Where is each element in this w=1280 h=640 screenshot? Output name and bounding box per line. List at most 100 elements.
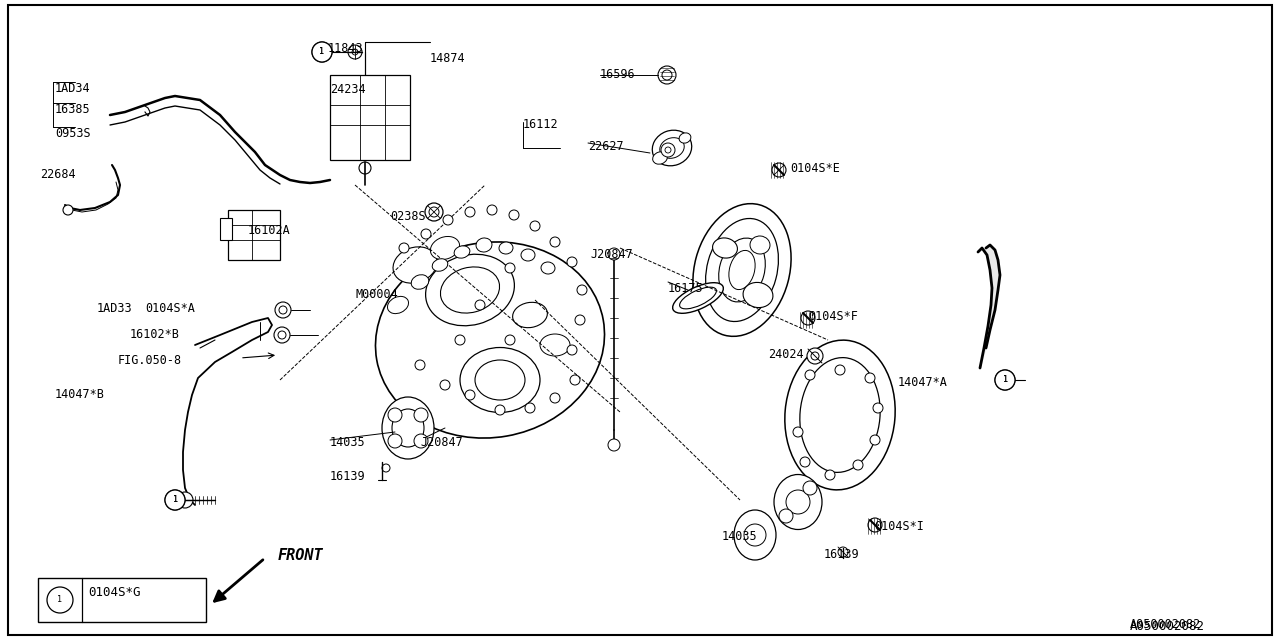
Circle shape xyxy=(995,370,1015,390)
Text: J20847: J20847 xyxy=(590,248,632,261)
Ellipse shape xyxy=(411,275,429,289)
Ellipse shape xyxy=(692,204,791,337)
Circle shape xyxy=(658,66,676,84)
Ellipse shape xyxy=(392,409,424,447)
Ellipse shape xyxy=(680,287,717,309)
Text: 1: 1 xyxy=(1002,376,1007,385)
Circle shape xyxy=(567,257,577,267)
Circle shape xyxy=(666,147,671,153)
Circle shape xyxy=(429,207,439,217)
Ellipse shape xyxy=(800,358,881,472)
Bar xyxy=(228,210,280,260)
Ellipse shape xyxy=(476,238,492,252)
Text: 14874: 14874 xyxy=(430,52,466,65)
Circle shape xyxy=(415,360,425,370)
Text: 16102*B: 16102*B xyxy=(131,328,180,341)
Circle shape xyxy=(550,237,561,247)
Circle shape xyxy=(805,370,815,380)
Circle shape xyxy=(660,143,675,157)
Ellipse shape xyxy=(425,254,515,326)
Circle shape xyxy=(794,427,803,437)
Circle shape xyxy=(780,509,794,523)
Ellipse shape xyxy=(659,138,685,158)
Circle shape xyxy=(486,205,497,215)
Circle shape xyxy=(852,460,863,470)
Circle shape xyxy=(835,365,845,375)
Circle shape xyxy=(381,464,390,472)
Text: 1: 1 xyxy=(58,595,63,605)
Ellipse shape xyxy=(673,283,723,314)
Circle shape xyxy=(506,335,515,345)
Circle shape xyxy=(165,490,186,510)
Text: 0238S: 0238S xyxy=(390,210,426,223)
Text: FRONT: FRONT xyxy=(278,548,324,563)
Circle shape xyxy=(388,434,402,448)
Text: 14035: 14035 xyxy=(722,530,758,543)
Ellipse shape xyxy=(705,218,778,321)
Circle shape xyxy=(312,42,332,62)
Ellipse shape xyxy=(475,360,525,400)
Ellipse shape xyxy=(653,130,691,166)
Ellipse shape xyxy=(540,334,570,356)
Text: 24024: 24024 xyxy=(768,348,804,361)
Circle shape xyxy=(275,302,291,318)
Text: 14047*B: 14047*B xyxy=(55,388,105,401)
Circle shape xyxy=(454,335,465,345)
Text: 16596: 16596 xyxy=(600,68,636,81)
Circle shape xyxy=(509,210,518,220)
Ellipse shape xyxy=(430,236,460,260)
Circle shape xyxy=(425,203,443,221)
Circle shape xyxy=(806,348,823,364)
Circle shape xyxy=(772,163,786,177)
Ellipse shape xyxy=(499,242,513,254)
Text: 24234: 24234 xyxy=(330,83,366,96)
Text: 0104S*F: 0104S*F xyxy=(808,310,858,323)
Text: 1: 1 xyxy=(320,47,325,56)
Ellipse shape xyxy=(713,238,737,258)
Text: 16139: 16139 xyxy=(824,548,860,561)
Text: 0104S*I: 0104S*I xyxy=(874,520,924,533)
Circle shape xyxy=(443,215,453,225)
Ellipse shape xyxy=(381,397,434,459)
Text: 16102A: 16102A xyxy=(248,224,291,237)
Text: J20847: J20847 xyxy=(420,436,463,449)
Circle shape xyxy=(63,205,73,215)
Ellipse shape xyxy=(512,302,548,328)
Text: 0104S*E: 0104S*E xyxy=(790,162,840,175)
Circle shape xyxy=(575,315,585,325)
Circle shape xyxy=(570,375,580,385)
Circle shape xyxy=(865,373,876,383)
Circle shape xyxy=(525,403,535,413)
Ellipse shape xyxy=(375,242,604,438)
Text: 1AD33: 1AD33 xyxy=(97,302,133,315)
Bar xyxy=(220,218,232,240)
Circle shape xyxy=(995,370,1015,390)
Circle shape xyxy=(801,311,815,325)
Text: 16112: 16112 xyxy=(524,118,558,131)
Circle shape xyxy=(279,306,287,314)
Circle shape xyxy=(278,331,285,339)
Circle shape xyxy=(465,390,475,400)
Text: 22684: 22684 xyxy=(40,168,76,181)
Circle shape xyxy=(812,352,819,360)
Circle shape xyxy=(803,481,817,495)
Ellipse shape xyxy=(521,249,535,261)
Circle shape xyxy=(413,408,428,422)
Ellipse shape xyxy=(718,238,765,302)
Circle shape xyxy=(413,434,428,448)
Ellipse shape xyxy=(680,133,691,143)
Circle shape xyxy=(388,408,402,422)
Circle shape xyxy=(608,248,620,260)
Circle shape xyxy=(399,243,410,253)
Bar xyxy=(330,75,410,160)
Circle shape xyxy=(550,393,561,403)
Circle shape xyxy=(744,524,765,546)
Text: 14047*A: 14047*A xyxy=(899,376,948,389)
Circle shape xyxy=(826,470,835,480)
Text: 1AD34: 1AD34 xyxy=(55,82,91,95)
Circle shape xyxy=(475,300,485,310)
Ellipse shape xyxy=(750,236,771,254)
Circle shape xyxy=(530,221,540,231)
Circle shape xyxy=(577,285,588,295)
Ellipse shape xyxy=(653,152,667,164)
